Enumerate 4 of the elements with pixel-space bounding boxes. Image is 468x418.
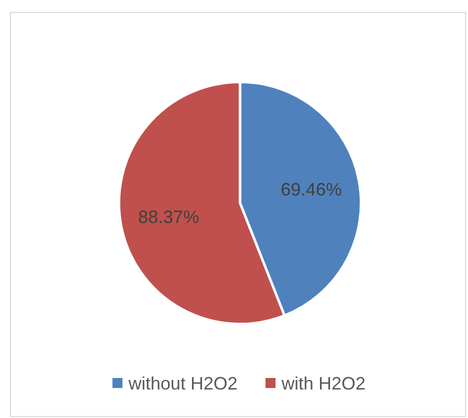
legend-label: without H2O2 <box>127 373 238 394</box>
legend-label: with H2O2 <box>280 373 366 394</box>
data-label: 88.37% <box>138 206 200 227</box>
data-label: 69.46% <box>280 180 342 200</box>
